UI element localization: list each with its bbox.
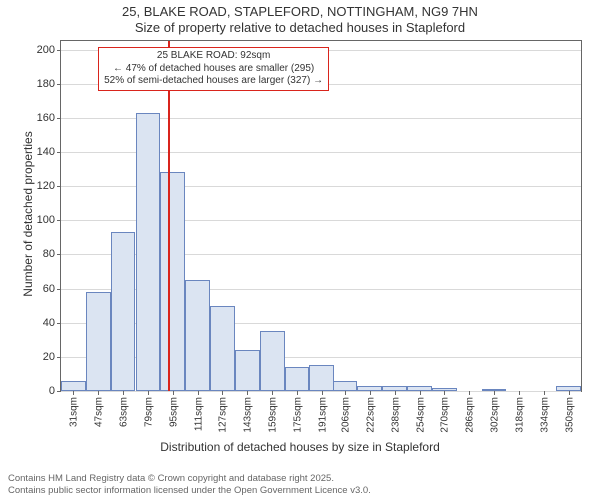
y-axis-label: Number of detached properties: [21, 114, 35, 314]
ytick-label: 0: [49, 385, 61, 397]
xtick-mark: [222, 391, 223, 395]
xtick-label: 206sqm: [339, 397, 352, 433]
xtick-mark: [569, 391, 570, 395]
reference-line: [168, 41, 170, 391]
xtick-label: 159sqm: [266, 397, 279, 433]
ytick-label: 140: [37, 146, 61, 158]
histogram-bar: [333, 381, 358, 391]
xtick-label: 222sqm: [363, 397, 376, 433]
xtick-label: 143sqm: [241, 397, 254, 433]
xtick-label: 63sqm: [117, 397, 130, 427]
chart-container: 25, BLAKE ROAD, STAPLEFORD, NOTTINGHAM, …: [0, 0, 600, 500]
histogram-bar: [185, 280, 210, 391]
xtick-label: 191sqm: [315, 397, 328, 433]
xtick-mark: [198, 391, 199, 395]
xtick-label: 95sqm: [166, 397, 179, 427]
histogram-bar: [235, 350, 260, 391]
xtick-mark: [444, 391, 445, 395]
chart-title-line1: 25, BLAKE ROAD, STAPLEFORD, NOTTINGHAM, …: [0, 4, 600, 19]
ytick-label: 160: [37, 112, 61, 124]
xtick-mark: [322, 391, 323, 395]
ytick-label: 100: [37, 214, 61, 226]
xtick-mark: [420, 391, 421, 395]
x-axis-label: Distribution of detached houses by size …: [0, 440, 600, 454]
xtick-mark: [173, 391, 174, 395]
xtick-mark: [98, 391, 99, 395]
annotation-line: 25 BLAKE ROAD: 92sqm: [104, 50, 323, 63]
xtick-label: 31sqm: [67, 397, 80, 427]
xtick-label: 318sqm: [512, 397, 525, 433]
xtick-mark: [370, 391, 371, 395]
histogram-bar: [136, 113, 161, 391]
ytick-label: 20: [43, 351, 61, 363]
histogram-bar: [61, 381, 86, 391]
histogram-bar: [260, 331, 285, 391]
footer-line1: Contains HM Land Registry data © Crown c…: [8, 473, 334, 484]
xtick-label: 270sqm: [438, 397, 451, 433]
xtick-label: 350sqm: [562, 397, 575, 433]
xtick-label: 47sqm: [92, 397, 105, 427]
xtick-label: 302sqm: [488, 397, 501, 433]
xtick-mark: [519, 391, 520, 395]
xtick-mark: [345, 391, 346, 395]
xtick-label: 286sqm: [463, 397, 476, 433]
xtick-label: 254sqm: [413, 397, 426, 433]
plot-area: 02040608010012014016018020031sqm47sqm63s…: [60, 40, 582, 392]
xtick-label: 334sqm: [537, 397, 550, 433]
histogram-bar: [160, 172, 185, 391]
xtick-mark: [247, 391, 248, 395]
histogram-bar: [309, 365, 334, 391]
xtick-mark: [469, 391, 470, 395]
ytick-label: 40: [43, 317, 61, 329]
footer-line2: Contains public sector information licen…: [8, 485, 371, 496]
ytick-label: 180: [37, 78, 61, 90]
xtick-mark: [73, 391, 74, 395]
ytick-label: 80: [43, 248, 61, 260]
xtick-mark: [544, 391, 545, 395]
xtick-mark: [272, 391, 273, 395]
ytick-label: 200: [37, 44, 61, 56]
annotation-line: ← 47% of detached houses are smaller (29…: [104, 63, 323, 76]
histogram-bar: [210, 306, 235, 391]
xtick-label: 111sqm: [191, 397, 204, 431]
xtick-mark: [123, 391, 124, 395]
histogram-bar: [285, 367, 310, 391]
xtick-label: 238sqm: [388, 397, 401, 433]
chart-title-line2: Size of property relative to detached ho…: [0, 20, 600, 35]
xtick-label: 79sqm: [141, 397, 154, 427]
xtick-mark: [494, 391, 495, 395]
xtick-label: 175sqm: [290, 397, 303, 433]
annotation-box: 25 BLAKE ROAD: 92sqm← 47% of detached ho…: [98, 47, 329, 91]
xtick-mark: [297, 391, 298, 395]
histogram-bar: [86, 292, 111, 391]
xtick-mark: [395, 391, 396, 395]
annotation-line: 52% of semi-detached houses are larger (…: [104, 75, 323, 88]
ytick-label: 60: [43, 283, 61, 295]
histogram-bar: [111, 232, 136, 391]
xtick-label: 127sqm: [216, 397, 229, 433]
xtick-mark: [148, 391, 149, 395]
ytick-label: 120: [37, 180, 61, 192]
